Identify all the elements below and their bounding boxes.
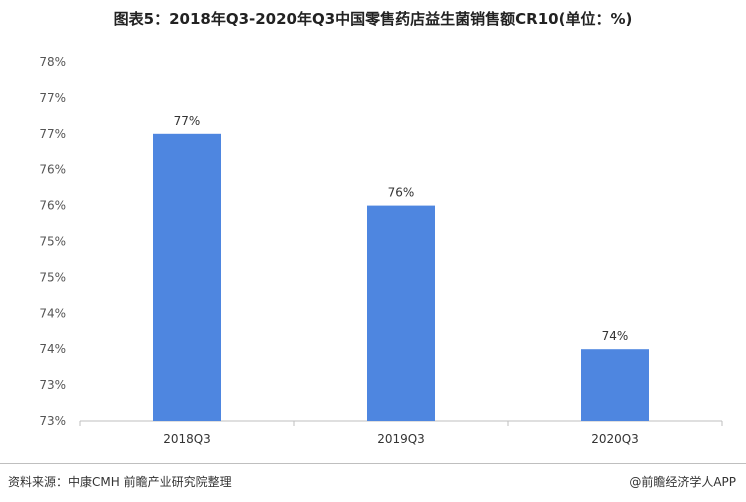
x-category-label: 2018Q3 [163,432,211,446]
y-tick-label: 74% [39,342,66,356]
y-tick-label: 76% [39,163,66,177]
brand-credit: @前瞻经济学人APP [629,475,736,489]
y-tick-label: 78% [39,55,66,69]
y-tick-label: 74% [39,306,66,320]
y-tick-label: 73% [39,414,66,428]
bar-data-label: 77% [174,114,201,128]
y-tick-label: 77% [39,91,66,105]
source-note: 资料来源：中康CMH 前瞻产业研究院整理 [8,475,232,489]
y-tick-label: 73% [39,378,66,392]
y-tick-label: 75% [39,270,66,284]
bar-data-label: 76% [388,186,415,200]
x-category-label: 2019Q3 [377,432,425,446]
x-category-label: 2020Q3 [591,432,639,446]
chart-title: 图表5：2018年Q3-2020年Q3中国零售药店益生菌销售额CR10(单位：%… [113,10,633,28]
bar [367,205,435,421]
y-tick-label: 75% [39,235,66,249]
y-tick-label: 76% [39,199,66,213]
bar [153,133,221,422]
bar-data-label: 74% [602,329,629,343]
footer-divider [0,463,746,464]
y-tick-label: 77% [39,127,66,141]
bar [581,349,649,421]
